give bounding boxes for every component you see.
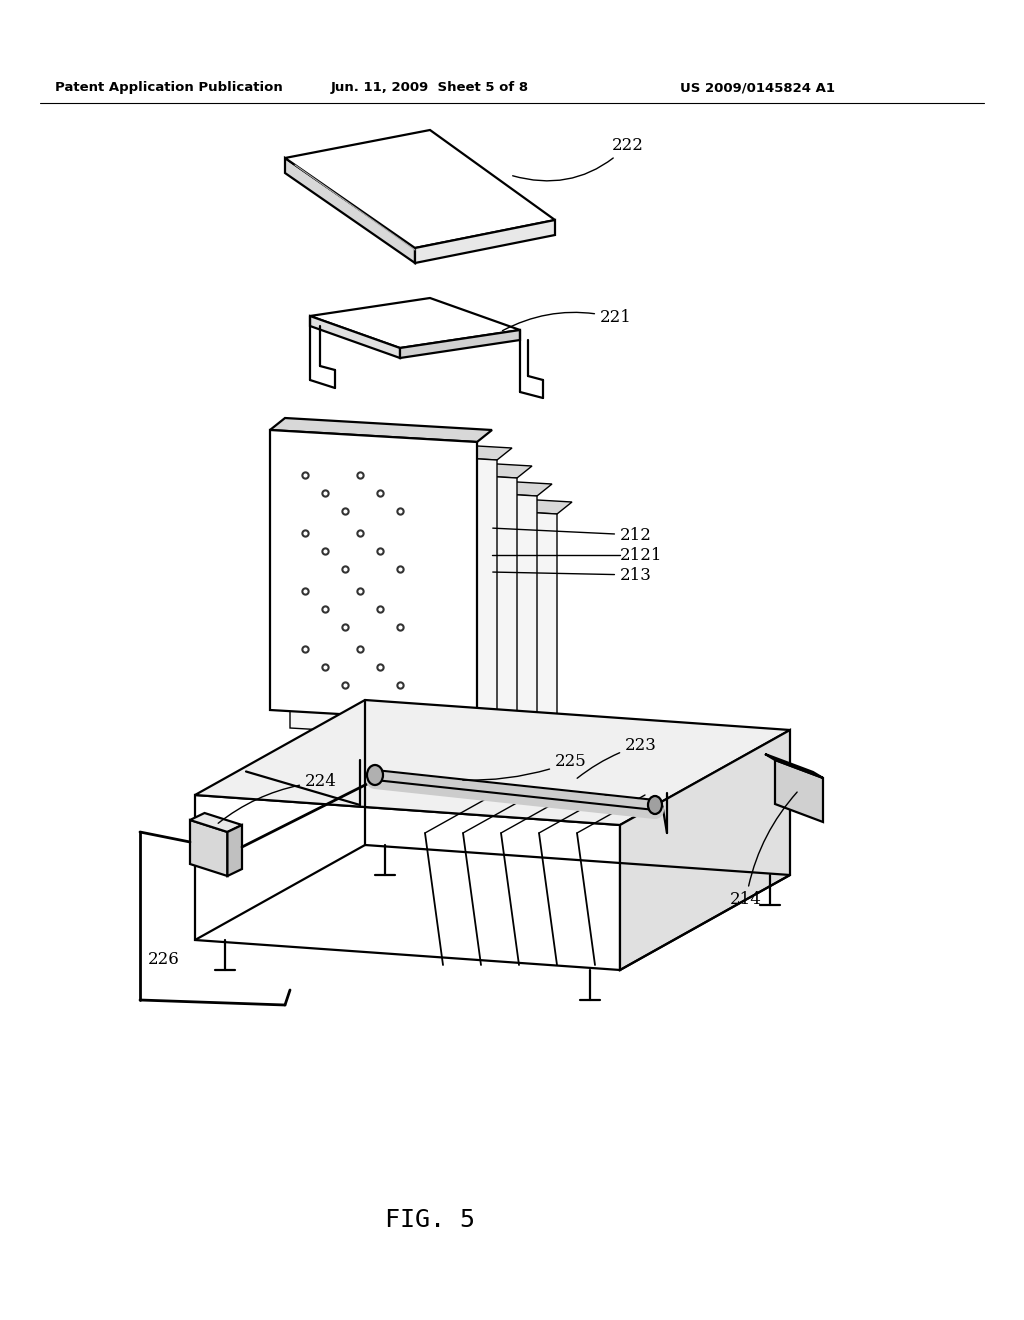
Polygon shape: [310, 466, 517, 758]
Text: 222: 222: [513, 136, 644, 181]
Text: 223: 223: [578, 737, 656, 779]
Polygon shape: [190, 813, 242, 832]
Ellipse shape: [648, 796, 662, 814]
Polygon shape: [270, 430, 477, 722]
Polygon shape: [290, 447, 497, 741]
Text: 225: 225: [463, 754, 587, 780]
Polygon shape: [190, 820, 227, 876]
Text: FIG. 5: FIG. 5: [385, 1208, 475, 1232]
Polygon shape: [310, 298, 520, 348]
Polygon shape: [310, 454, 532, 478]
Polygon shape: [290, 436, 512, 459]
Polygon shape: [195, 795, 620, 970]
Polygon shape: [330, 484, 537, 776]
Text: 224: 224: [218, 774, 337, 824]
Text: 2121: 2121: [620, 546, 663, 564]
Polygon shape: [330, 473, 552, 496]
Polygon shape: [310, 315, 400, 358]
Text: 221: 221: [503, 309, 632, 331]
Polygon shape: [227, 825, 242, 876]
Text: Jun. 11, 2009  Sheet 5 of 8: Jun. 11, 2009 Sheet 5 of 8: [331, 82, 529, 95]
Text: 212: 212: [493, 527, 652, 544]
Polygon shape: [285, 158, 415, 263]
Polygon shape: [775, 760, 823, 822]
Text: 214: 214: [730, 792, 797, 908]
Text: 213: 213: [493, 566, 652, 583]
Polygon shape: [765, 754, 823, 777]
Ellipse shape: [367, 766, 383, 785]
Polygon shape: [270, 418, 492, 442]
Polygon shape: [350, 490, 572, 513]
Polygon shape: [400, 330, 520, 358]
Text: US 2009/0145824 A1: US 2009/0145824 A1: [680, 82, 835, 95]
Polygon shape: [350, 502, 557, 795]
Polygon shape: [285, 129, 555, 248]
Polygon shape: [195, 700, 790, 825]
Polygon shape: [620, 730, 790, 970]
Text: Patent Application Publication: Patent Application Publication: [55, 82, 283, 95]
Text: 226: 226: [148, 952, 180, 969]
Polygon shape: [415, 220, 555, 263]
